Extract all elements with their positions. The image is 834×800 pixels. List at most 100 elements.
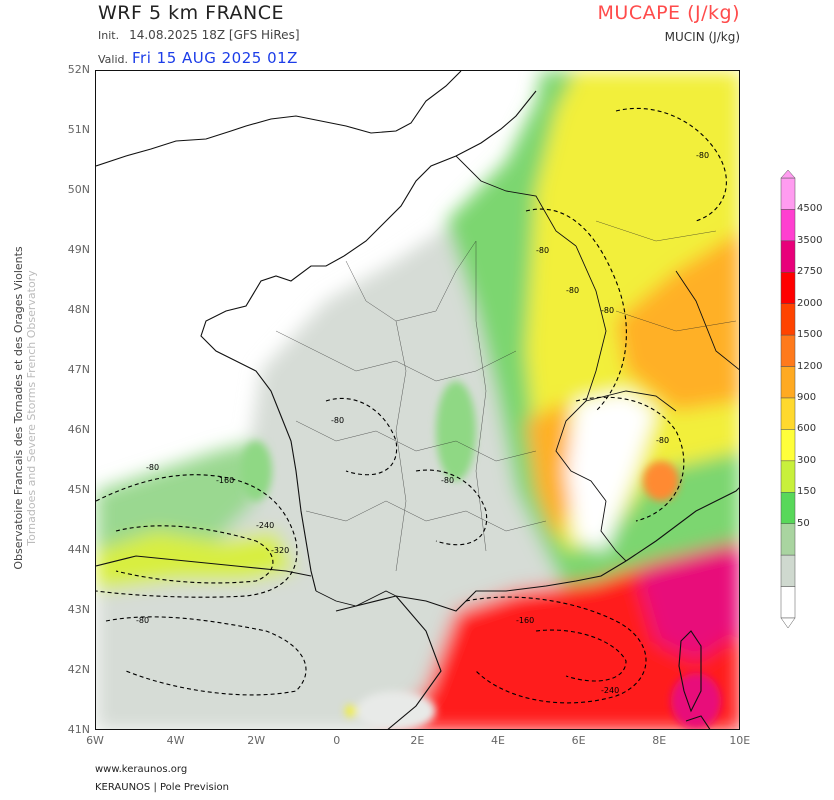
website-credit[interactable]: www.keraunos.org: [95, 764, 188, 775]
france-belgium-border: [455, 155, 577, 247]
lat-tick-label: 50N: [67, 183, 90, 196]
cin-contour-label: -240: [256, 521, 275, 530]
cin-contour-label: -80: [536, 246, 550, 255]
cape-yellow-west: [96, 531, 296, 591]
cin-contour-label: -240: [601, 686, 620, 695]
colorbar-top-arrow: [780, 170, 796, 179]
variable-subtitle: MUCIN (J/kg): [664, 30, 740, 44]
cin-contour-alps: [575, 396, 685, 522]
lat-tick-label: 42N: [67, 663, 90, 676]
colorbar-swatch: [780, 240, 796, 273]
lat-tick-label: 45N: [67, 483, 90, 496]
colorbar-swatch: [780, 209, 796, 242]
colorbar-swatch: [780, 523, 796, 556]
lat-tick-label: 44N: [67, 543, 90, 556]
cape-shading: [96, 71, 739, 729]
cin-contour-spain: [105, 616, 307, 696]
colorbar-swatch: [780, 460, 796, 493]
swiss-border: [585, 390, 677, 412]
lon-tick-label: 4W: [166, 734, 185, 747]
colorbar-swatch: [780, 586, 796, 619]
init-value: 14.08.2025 18Z [GFS HiRes]: [129, 28, 300, 42]
france-north-coast: [343, 90, 537, 257]
colorbar-swatch: [780, 272, 796, 304]
colorbar-label: 600: [797, 423, 817, 435]
cin-contour-center-2: [415, 469, 488, 546]
lat-tick-label: 47N: [67, 363, 90, 376]
england-coast: [96, 71, 462, 167]
colorbar-label: 900: [797, 392, 817, 403]
credit-line-en: Tornadoes and Severe Storms French Obser…: [25, 270, 38, 546]
init-label: Init.: [98, 29, 120, 42]
colorbar-label: 2750: [797, 266, 823, 278]
colorbar-swatch: [780, 334, 796, 367]
pyrenees-border: [315, 590, 397, 607]
forecast-map[interactable]: -80 -160 -240 -320 -80 -80 -80 -80 -160 -240 -80 -8…: [95, 70, 740, 730]
colorbar-swatch: [780, 554, 796, 587]
colorbar-swatch: [780, 303, 796, 336]
coastlines: [96, 71, 739, 729]
lon-tick-label: 2W: [247, 734, 266, 747]
colorbar-label: 4500: [797, 203, 823, 215]
colorbar-swatch: [780, 177, 796, 210]
cape-orange2: [526, 401, 576, 541]
cape-white-alps: [566, 391, 656, 551]
lat-tick-label: 46N: [67, 423, 90, 436]
lon-tick-label: 2E: [410, 734, 425, 747]
init-line: Init. 14.08.2025 18Z [GFS HiRes]: [98, 28, 300, 42]
cin-contour-west-2: [115, 525, 274, 584]
colorbar-label: 300: [797, 454, 817, 466]
colorbar-swatch: [780, 429, 796, 462]
lon-tick-label: 6W: [86, 734, 104, 747]
cin-contour-west: [96, 474, 298, 598]
colorbar-label: 2000: [797, 297, 823, 309]
lat-tick-label: 49N: [67, 243, 90, 256]
cin-contours: [96, 107, 727, 704]
lat-tick-label: 43N: [67, 603, 90, 616]
cin-contour-label: -80: [601, 306, 615, 315]
cape-magenta: [636, 541, 739, 661]
cin-contour-label: -80: [566, 286, 580, 295]
colorbar-swatch: [780, 397, 796, 430]
lon-tick-label: 4E: [491, 734, 505, 747]
france-swiss-border: [555, 400, 607, 502]
cin-contour-label: -80: [441, 476, 455, 485]
model-title: WRF 5 km FRANCE: [98, 2, 284, 24]
lon-tick-label: 10E: [729, 734, 751, 747]
spain-north-coast: [96, 555, 312, 577]
lat-tick-label: 41N: [67, 723, 90, 736]
france-germany-border: [575, 245, 607, 402]
company-credit: KERAUNOS | Pole Prevision: [95, 782, 229, 793]
colorbar-swatch: [780, 366, 796, 399]
colorbar-label: 150: [797, 486, 817, 498]
map-canvas: [96, 71, 739, 729]
france-normandy-brittany: [200, 255, 345, 592]
colorbar-label: 50: [797, 517, 810, 529]
cin-contour-north: [615, 107, 727, 222]
spain-east-coast: [387, 595, 442, 729]
lon-tick-label: 8E: [652, 734, 667, 747]
lon-tick-label: 6E: [571, 734, 586, 747]
colorbar-label: 3500: [797, 234, 823, 246]
cin-contour-label: -80: [136, 616, 150, 625]
lat-tick-label: 51N: [67, 123, 90, 136]
cin-contour-label: -80: [146, 463, 160, 472]
cin-contour-med: [465, 596, 647, 704]
vertical-credit: Observatoire Francais des Tornades et de…: [12, 203, 38, 613]
variable-title: MUCAPE (J/kg): [597, 2, 740, 24]
lon-tick-label: 0: [333, 734, 341, 747]
credit-line-fr: Observatoire Francais des Tornades et de…: [12, 246, 25, 570]
sardinia: [685, 715, 711, 729]
lat-tick-label: 52N: [67, 63, 90, 76]
cape-orange: [616, 232, 739, 411]
valid-value: Fri 15 AUG 2025 01Z: [132, 49, 298, 67]
lat-tick-label: 48N: [67, 303, 90, 316]
france-med-coast: [335, 560, 627, 612]
cin-contour-label: -80: [331, 416, 345, 425]
valid-line: Valid. Fri 15 AUG 2025 01Z: [98, 49, 298, 67]
cin-contour-label: -160: [216, 476, 235, 485]
colorbar-label: 1200: [797, 360, 823, 372]
colorbar-bottom-arrow: [780, 617, 796, 629]
cin-contour-label: -80: [656, 436, 670, 445]
italy-coast: [625, 487, 739, 562]
